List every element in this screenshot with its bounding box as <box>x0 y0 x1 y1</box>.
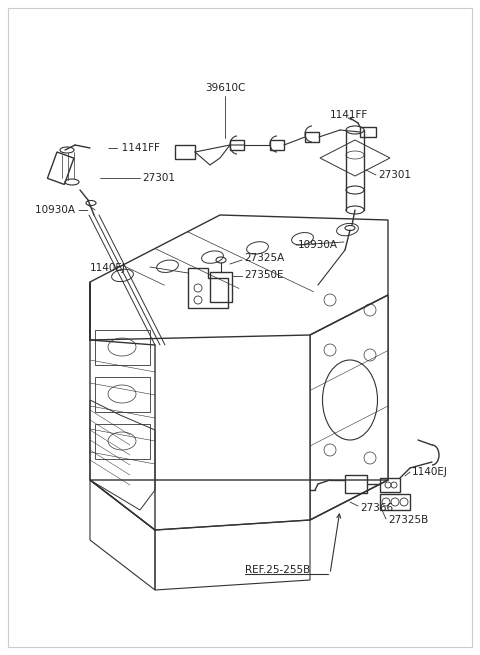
Text: 1140EJ: 1140EJ <box>90 263 126 273</box>
Bar <box>345 475 367 493</box>
Text: REF.25-255B: REF.25-255B <box>245 565 310 575</box>
Text: 27301: 27301 <box>378 170 411 180</box>
Text: 39610C: 39610C <box>205 83 245 93</box>
Bar <box>175 145 195 159</box>
Text: 27366: 27366 <box>360 503 393 513</box>
Text: 10930A —: 10930A — <box>35 205 89 215</box>
Bar <box>305 132 319 142</box>
Bar <box>360 127 376 137</box>
Bar <box>95 330 150 365</box>
Text: 27325B: 27325B <box>388 515 428 525</box>
Bar <box>95 424 150 459</box>
Text: 10930A: 10930A <box>298 240 338 250</box>
Bar <box>48 152 74 185</box>
Bar <box>95 377 150 412</box>
Bar <box>380 494 410 510</box>
Bar <box>270 140 284 150</box>
Bar <box>230 140 244 150</box>
Bar <box>210 272 232 302</box>
Text: 27301: 27301 <box>142 173 175 183</box>
Text: 1140EJ: 1140EJ <box>412 467 448 477</box>
Text: — 1141FF: — 1141FF <box>108 143 160 153</box>
Text: 27325A: 27325A <box>244 253 284 263</box>
Text: 27350E: 27350E <box>244 270 284 280</box>
Text: 1141FF: 1141FF <box>330 110 368 120</box>
